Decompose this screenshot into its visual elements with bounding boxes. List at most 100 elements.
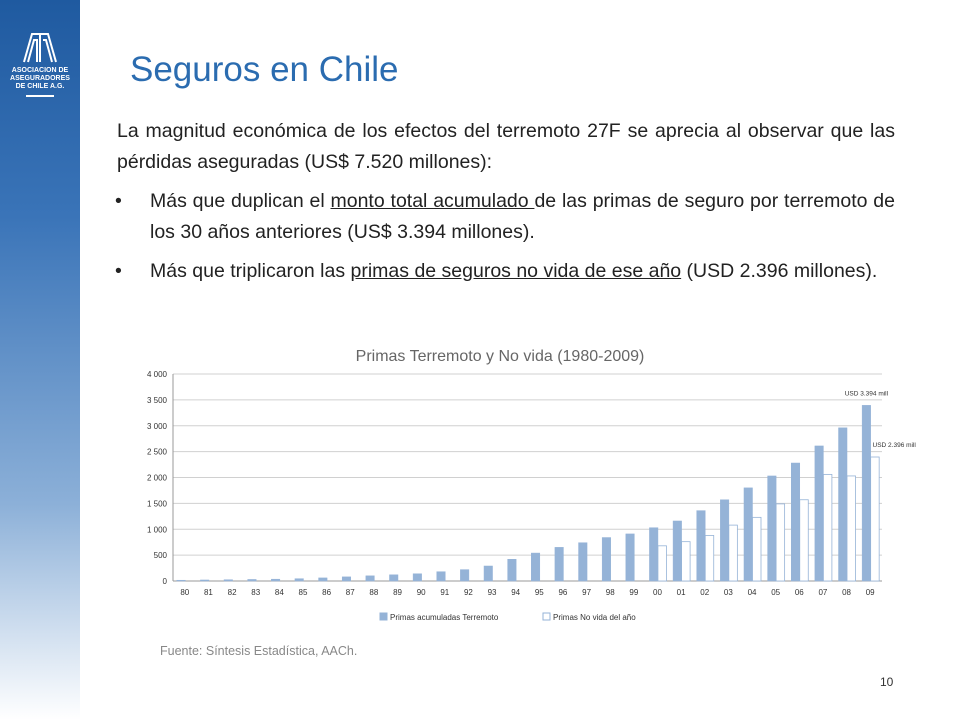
x-tick-label: 94 <box>511 588 520 597</box>
y-tick-label: 500 <box>154 551 168 560</box>
legend-swatch-terremoto <box>379 612 388 621</box>
x-tick-label: 08 <box>842 588 851 597</box>
y-tick-label: 2 500 <box>147 448 168 457</box>
x-tick-label: 98 <box>606 588 615 597</box>
bar-primas-no-vida <box>775 503 786 582</box>
slide-body: La magnitud económica de los efectos del… <box>115 116 895 287</box>
bullet-dot: • <box>115 190 122 212</box>
bullet2-text-pre: Más que triplicaron las <box>150 260 351 282</box>
bar-primas-no-vida <box>681 541 691 582</box>
x-tick-label: 02 <box>700 588 709 597</box>
bar-primas-terremoto <box>790 462 801 582</box>
bar-primas-terremoto <box>696 510 706 582</box>
bar-primas-terremoto <box>507 559 517 582</box>
x-tick-label: 99 <box>629 588 638 597</box>
intro-paragraph: La magnitud económica de los efectos del… <box>117 120 895 173</box>
legend-label-terremoto: Primas acumuladas Terremoto <box>390 613 499 622</box>
x-tick-label: 07 <box>818 588 827 597</box>
slide-title: Seguros en Chile <box>130 50 399 89</box>
bar-primas-no-vida <box>846 475 856 582</box>
y-tick-label: 2 000 <box>147 474 168 483</box>
x-tick-label: 82 <box>228 588 237 597</box>
bar-primas-no-vida <box>728 524 738 582</box>
bar-primas-terremoto <box>861 405 871 582</box>
legend-swatch-no-vida <box>542 612 551 621</box>
x-tick-label: 85 <box>299 588 308 597</box>
y-tick-label: 0 <box>163 577 168 586</box>
bar-primas-terremoto <box>672 520 682 582</box>
bar-primas-terremoto <box>625 533 635 582</box>
x-tick-label: 06 <box>795 588 804 597</box>
bar-primas-terremoto <box>838 427 848 582</box>
bar-primas-terremoto <box>247 579 257 582</box>
bar-primas-terremoto <box>412 573 422 582</box>
bar-primas-terremoto <box>271 578 281 582</box>
bar-primas-terremoto <box>649 527 659 582</box>
logo-line-2: ASEGURADORES <box>10 75 70 82</box>
aach-logo: ASOCIACION DE ASEGURADORES DE CHILE A.G. <box>0 30 80 97</box>
bar-primas-no-vida <box>657 545 667 582</box>
legend-label-no-vida: Primas No vida del año <box>553 613 636 622</box>
y-tick-label: 3 500 <box>147 396 168 405</box>
bar-primas-terremoto <box>814 445 824 582</box>
bar-primas-terremoto <box>176 579 186 582</box>
x-tick-label: 04 <box>748 588 757 597</box>
bullet-item-2: • Más que triplicaron las primas de segur… <box>115 256 895 287</box>
y-tick-label: 1 500 <box>147 499 168 508</box>
y-tick-label: 1 000 <box>147 525 168 534</box>
bullet2-underlined: primas de seguros no vida de ese año <box>350 260 682 282</box>
bar-primas-no-vida <box>752 516 762 582</box>
page-number: 10 <box>880 675 894 689</box>
bar-primas-terremoto <box>720 499 730 582</box>
bullet1-text-pre: Más que duplican el <box>150 190 331 212</box>
chart-title: Primas Terremoto y No vida (1980-2009) <box>355 348 645 365</box>
bar-primas-terremoto <box>554 547 564 582</box>
bar-primas-terremoto <box>318 577 328 582</box>
x-tick-label: 09 <box>866 588 875 597</box>
x-tick-label: 00 <box>653 588 662 597</box>
x-tick-label: 86 <box>322 588 331 597</box>
x-tick-label: 88 <box>369 588 378 597</box>
bar-primas-terremoto <box>223 579 233 582</box>
source-note: Fuente: Síntesis Estadística, AACh. <box>160 644 358 658</box>
bar-primas-terremoto <box>200 579 210 582</box>
x-tick-label: 80 <box>180 588 189 597</box>
sidebar: ASOCIACION DE ASEGURADORES DE CHILE A.G. <box>0 0 80 720</box>
x-tick-label: 05 <box>771 588 780 597</box>
x-tick-label: 91 <box>440 588 449 597</box>
bar-primas-no-vida <box>799 499 809 582</box>
x-tick-label: 81 <box>204 588 213 597</box>
x-tick-label: 01 <box>677 588 686 597</box>
x-tick-label: 83 <box>251 588 260 597</box>
x-tick-label: 97 <box>582 588 591 597</box>
annotation-no-vida: USD 2.396 mill <box>873 442 917 449</box>
bar-primas-terremoto <box>743 487 753 582</box>
bar-primas-terremoto <box>483 565 493 582</box>
x-tick-label: 03 <box>724 588 733 597</box>
bullet-item-1: • Más que duplican el monto total acumula… <box>115 186 895 248</box>
bar-primas-terremoto <box>578 542 588 582</box>
bar-primas-terremoto <box>389 574 399 582</box>
y-tick-label: 4 000 <box>147 370 168 379</box>
x-tick-label: 93 <box>488 588 497 597</box>
bar-primas-no-vida <box>870 456 880 582</box>
logo-underline <box>26 95 54 97</box>
logo-line-1: ASOCIACION DE <box>11 67 69 74</box>
logo-line-3: DE CHILE A.G. <box>15 83 65 90</box>
annotation-terremoto: USD 3.394 mill <box>845 390 889 397</box>
logo-text: ASOCIACION DE ASEGURADORES DE CHILE A.G. <box>0 67 80 91</box>
bullet1-underlined: monto total acumulado <box>330 190 535 212</box>
bar-primas-terremoto <box>460 569 470 582</box>
x-tick-label: 90 <box>417 588 426 597</box>
bar-primas-terremoto <box>767 475 777 582</box>
x-tick-label: 92 <box>464 588 473 597</box>
bar-primas-terremoto <box>601 537 611 582</box>
bar-primas-terremoto <box>531 552 541 582</box>
x-tick-label: 96 <box>558 588 567 597</box>
bar-primas-terremoto <box>365 575 375 582</box>
bar-primas-terremoto <box>294 578 304 582</box>
bullet-dot: • <box>115 260 122 282</box>
y-tick-label: 3 000 <box>147 422 168 431</box>
logo-mark-icon <box>23 33 57 63</box>
